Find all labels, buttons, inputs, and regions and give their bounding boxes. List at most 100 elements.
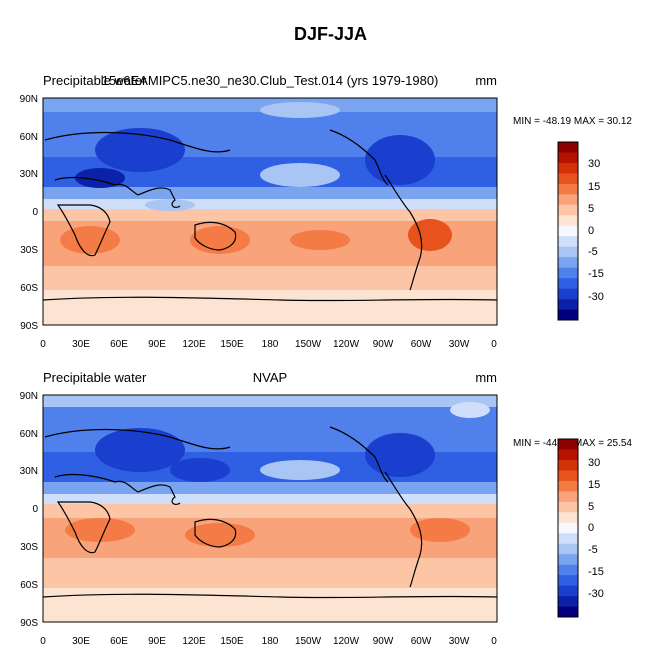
- panel-1-lat-tick: 0: [32, 207, 38, 218]
- colorbar-swatch: [558, 449, 578, 461]
- panel-1-map: [43, 98, 497, 325]
- panel-2-lat-tick: 60N: [20, 429, 38, 440]
- panel-2-lon-tick: 180: [262, 636, 279, 647]
- panel-1-lat-tick: 90S: [20, 321, 38, 332]
- colorbar-swatch: [558, 606, 578, 618]
- panel-1-colorbar-labels: 30 15 5 0 -5 -15 -30: [588, 158, 604, 303]
- panel-2-lon-tick: 0: [40, 636, 46, 647]
- colorbar-label: -30: [588, 291, 604, 303]
- colorbar-swatch: [558, 225, 578, 237]
- colorbar-swatch: [558, 267, 578, 279]
- colorbar-swatch: [558, 309, 578, 321]
- colorbar-swatch: [558, 257, 578, 268]
- colorbar-swatch: [558, 194, 578, 206]
- panel-1-lat-tick: 60N: [20, 132, 38, 143]
- panel-2-lon-tick: 30E: [72, 636, 90, 647]
- panel-1-units: mm: [475, 73, 497, 88]
- panel-1-lon-tick: 30E: [72, 339, 90, 350]
- colorbar-swatch: [558, 162, 578, 174]
- colorbar-swatch: [558, 299, 578, 310]
- colorbar-swatch: [558, 152, 578, 164]
- panel-1-lon-tick: 30W: [449, 339, 470, 350]
- colorbar-swatch: [558, 142, 578, 153]
- panel-1-lat-tick: 30S: [20, 245, 38, 256]
- colorbar-swatch: [558, 236, 578, 248]
- panel-2-lat-tick: 30S: [20, 542, 38, 553]
- colorbar-frame: [557, 141, 579, 321]
- panel-1-colorbar: [557, 141, 579, 321]
- panel-1-frame: [42, 97, 498, 326]
- colorbar-swatch: [558, 278, 578, 289]
- panel-1-center-label: 15e6EAMIPC5.ne30_ne30.Club_Test.014 (yrs…: [102, 73, 439, 88]
- panel-1-lon-ticks: 0 30E 60E 90E 120E 150E 180 150W 120W 90…: [40, 339, 497, 350]
- colorbar-swatch: [558, 480, 578, 492]
- panel-2-left-label: Precipitable water: [43, 370, 147, 385]
- panel-2-lon-tick: 90E: [148, 636, 166, 647]
- colorbar-label: -30: [588, 588, 604, 600]
- colorbar-label: 30: [588, 158, 600, 170]
- colorbar-swatch: [558, 522, 578, 534]
- panel-1-lon-tick: 150W: [295, 339, 322, 350]
- colorbar-swatch: [558, 501, 578, 513]
- panel-2-lat-tick: 90S: [20, 618, 38, 629]
- panel-2-lat-tick: 60S: [20, 580, 38, 591]
- panel-1-lat-tick: 30N: [20, 169, 38, 180]
- panel-1-lon-tick: 60E: [110, 339, 128, 350]
- panel-1-lon-tick: 0: [40, 339, 46, 350]
- colorbar-frame: [557, 438, 579, 618]
- panel-1-lon-tick: 90E: [148, 339, 166, 350]
- colorbar-label: 5: [588, 203, 594, 215]
- panel-1-lon-tick: 120E: [182, 339, 206, 350]
- panel-2-colorbar: [557, 438, 579, 618]
- page-title: DJF-JJA: [293, 24, 368, 44]
- panel-2-lon-ticks: 0 30E 60E 90E 120E 150E 180 150W 120W 90…: [40, 636, 497, 647]
- colorbar-swatch: [558, 459, 578, 471]
- colorbar-label: -15: [588, 268, 604, 280]
- panel-2-lat-tick: 90N: [20, 391, 38, 402]
- panel-1-lat-ticks: 90N 60N 30N 0 30S 60S 90S: [20, 94, 39, 332]
- panel-2-lon-tick: 90W: [373, 636, 394, 647]
- panel-1-lat-tick: 90N: [20, 94, 38, 105]
- panel-1-min-max: MIN = -48.19 MAX = 30.12: [513, 116, 632, 127]
- panel-2-lon-tick: 120E: [182, 636, 206, 647]
- colorbar-swatch: [558, 470, 578, 482]
- panel-2-colorbar-labels: 30 15 5 0 -5 -15 -30: [588, 457, 604, 600]
- panel-2-lon-tick: 120W: [333, 636, 360, 647]
- panel-1-lat-tick: 60S: [20, 283, 38, 294]
- panel-2-units: mm: [475, 370, 497, 385]
- panel-1-lon-tick: 150E: [220, 339, 244, 350]
- colorbar-swatch: [558, 183, 578, 195]
- panel-1-left-label: Precipitable water: [43, 73, 147, 88]
- panel-2-lat-ticks: 90N 60N 30N 0 30S 60S 90S: [20, 391, 39, 629]
- panel-2-map: [43, 395, 497, 622]
- colorbar-swatch: [558, 439, 578, 450]
- panel-2-lon-tick: 60W: [411, 636, 432, 647]
- panel-2-lon-tick: 150E: [220, 636, 244, 647]
- panel-2-lon-tick: 150W: [295, 636, 322, 647]
- colorbar-swatch: [558, 564, 578, 576]
- colorbar-swatch: [558, 554, 578, 565]
- panel-2-lon-tick: 60E: [110, 636, 128, 647]
- colorbar-label: 15: [588, 181, 600, 193]
- colorbar-label: 0: [588, 522, 594, 534]
- panel-1-lon-tick: 0: [491, 339, 497, 350]
- colorbar-label: 15: [588, 479, 600, 491]
- colorbar-swatch: [558, 585, 578, 597]
- panel-1-lon-tick: 180: [262, 339, 279, 350]
- colorbar-label: 5: [588, 501, 594, 513]
- colorbar-label: -5: [588, 544, 598, 556]
- panel-2-lat-tick: 30N: [20, 466, 38, 477]
- colorbar-swatch: [558, 288, 578, 300]
- panel-2: Precipitable water NVAP mm: [20, 370, 633, 647]
- colorbar-label: 0: [588, 225, 594, 237]
- panel-2-center-label: NVAP: [253, 370, 287, 385]
- panel-2-frame: [42, 394, 498, 623]
- colorbar-swatch: [558, 596, 578, 607]
- panel-1-lon-tick: 90W: [373, 339, 394, 350]
- panel-1-lon-tick: 120W: [333, 339, 360, 350]
- colorbar-swatch: [558, 533, 578, 545]
- colorbar-swatch: [558, 575, 578, 586]
- colorbar-label: -15: [588, 566, 604, 578]
- panel-1-lon-tick: 60W: [411, 339, 432, 350]
